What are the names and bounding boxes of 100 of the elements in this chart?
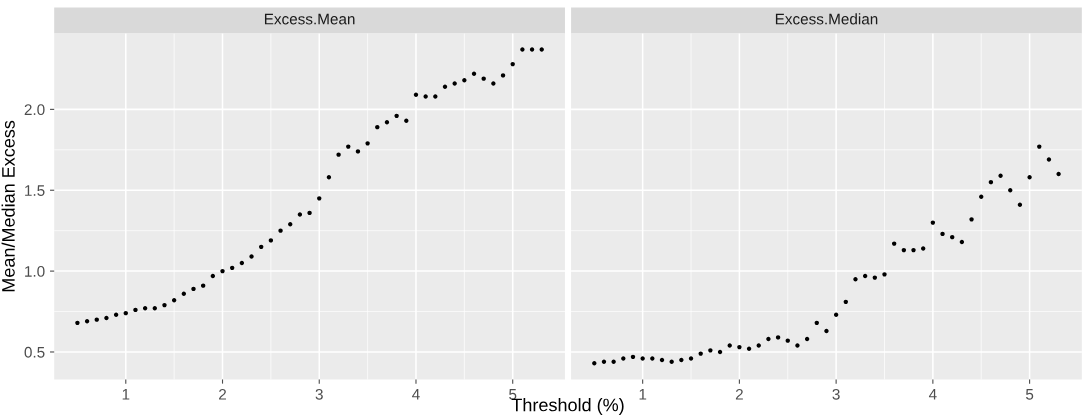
- point: [814, 320, 819, 326]
- point: [500, 73, 506, 78]
- point: [394, 113, 399, 119]
- point: [785, 338, 790, 343]
- point: [491, 81, 496, 86]
- point: [94, 317, 99, 322]
- point: [1027, 175, 1032, 180]
- point: [355, 149, 361, 154]
- point: [698, 351, 703, 356]
- point: [317, 196, 322, 201]
- y-tick-label: 0.5: [24, 346, 45, 358]
- point: [123, 310, 128, 316]
- point: [1046, 157, 1052, 162]
- point: [510, 61, 515, 67]
- point: [365, 141, 370, 146]
- point: [520, 47, 525, 52]
- point: [375, 124, 380, 130]
- x-tick-label: 1: [122, 389, 130, 400]
- point: [423, 94, 428, 99]
- point: [891, 241, 897, 246]
- point: [452, 81, 457, 86]
- y-axis-title: Mean/Median Excess: [1, 120, 15, 292]
- point: [872, 275, 878, 280]
- point: [539, 47, 544, 52]
- point: [75, 320, 80, 326]
- point: [191, 286, 196, 292]
- point: [824, 328, 829, 334]
- x-axis-title: Threshold (%): [511, 398, 624, 415]
- point: [727, 343, 732, 348]
- point: [611, 359, 616, 364]
- x-tick-label: 5: [1025, 389, 1034, 400]
- point: [843, 299, 848, 305]
- point: [307, 210, 312, 216]
- point: [346, 144, 351, 149]
- point: [940, 231, 945, 237]
- point: [471, 71, 477, 76]
- x-tick-label: 4: [412, 389, 420, 400]
- point: [259, 244, 264, 250]
- point: [152, 306, 157, 311]
- point: [930, 220, 936, 225]
- point: [679, 357, 684, 363]
- point: [1017, 202, 1023, 207]
- point: [462, 78, 467, 83]
- point: [210, 273, 216, 279]
- x-tick-label: 2: [219, 388, 226, 400]
- point: [804, 336, 810, 342]
- point: [278, 228, 283, 233]
- y-tick-label: 1.5: [25, 185, 45, 196]
- point: [688, 356, 694, 361]
- point: [911, 247, 916, 253]
- point: [998, 173, 1003, 178]
- point: [862, 273, 868, 279]
- point: [84, 319, 90, 324]
- point: [950, 234, 955, 240]
- point: [630, 354, 636, 360]
- point: [766, 336, 771, 342]
- chart-title: Excess.Mean: [264, 13, 355, 25]
- point: [171, 298, 177, 303]
- point: [413, 92, 419, 98]
- point: [979, 194, 984, 199]
- x-tick-label: 2: [735, 388, 743, 400]
- point: [746, 346, 752, 351]
- point: [775, 335, 781, 340]
- point: [142, 306, 148, 311]
- point: [737, 344, 742, 350]
- point: [901, 247, 907, 253]
- point: [220, 268, 225, 274]
- point: [650, 356, 655, 361]
- x-tick-label: 4: [928, 389, 937, 400]
- point: [326, 175, 332, 180]
- point: [113, 312, 119, 317]
- chart-title: Excess.Median: [775, 13, 878, 25]
- x-tick-label: 3: [832, 388, 840, 400]
- point: [442, 84, 448, 89]
- point: [288, 222, 293, 227]
- point: [601, 359, 607, 364]
- point: [162, 302, 167, 308]
- point: [717, 349, 723, 355]
- x-tick-label: 3: [315, 388, 323, 400]
- point: [833, 312, 839, 317]
- point: [384, 120, 390, 125]
- point: [529, 47, 535, 52]
- point: [268, 238, 274, 243]
- point: [882, 272, 887, 277]
- point: [297, 212, 303, 217]
- point: [1056, 171, 1061, 177]
- point: [481, 76, 486, 81]
- x-tick-label: 1: [639, 389, 647, 400]
- y-tick-label: 1.0: [25, 265, 45, 277]
- point: [181, 291, 187, 296]
- point: [659, 357, 665, 363]
- point: [708, 348, 713, 353]
- point: [433, 94, 438, 99]
- point: [988, 179, 994, 185]
- point: [239, 260, 245, 266]
- point: [1037, 144, 1042, 149]
- point: [1008, 188, 1013, 193]
- point: [229, 265, 235, 271]
- point: [200, 283, 206, 288]
- point: [133, 307, 138, 313]
